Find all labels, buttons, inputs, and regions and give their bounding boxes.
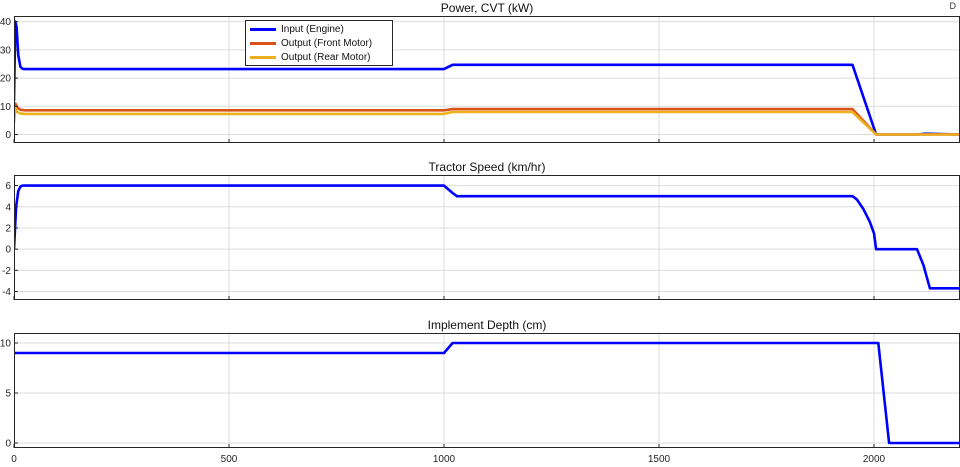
series-line-3 <box>14 341 960 445</box>
y-tick-label-4: -4 <box>2 287 11 298</box>
legend-label-engine: Input (Engine) <box>281 24 344 35</box>
plot-area-1 <box>14 16 960 143</box>
series-output-rear-motor <box>14 106 960 136</box>
y-tick-label-0: 0 <box>5 130 11 141</box>
legend-entry-front-motor: Output (Front Motor) <box>250 37 372 50</box>
chart-title-1: Power, CVT (kW) <box>441 1 533 15</box>
y-tick-label-0: 0 <box>5 439 11 450</box>
legend-swatch-engine <box>250 28 276 31</box>
x-tick-label-500: 500 <box>221 454 238 465</box>
x-tick-label-1500: 1500 <box>648 454 671 465</box>
legend-entry-rear-motor: Output (Rear Motor) <box>250 51 370 64</box>
y-tick-label-10: 10 <box>0 102 11 113</box>
x-tick-label-0: 0 <box>11 454 17 465</box>
legend-label-rear-motor: Output (Rear Motor) <box>281 52 371 63</box>
chart-panel-1: 0 10 20 30 40 Power, CVT (kW) <box>0 1 960 143</box>
chart-title-2: Tractor Speed (km/hr) <box>429 160 546 174</box>
y-tick-label-2: -2 <box>2 266 11 277</box>
x-tick-label-1000: 1000 <box>433 454 456 465</box>
y-tick-label-2: 2 <box>5 223 11 234</box>
corner-mark: D <box>950 1 957 11</box>
plot-area-3 <box>14 333 960 448</box>
x-tick-label-2000: 2000 <box>863 454 886 465</box>
y-tick-label-6: 6 <box>5 181 11 192</box>
y-tick-label-30: 30 <box>0 45 11 56</box>
series-line-2 <box>14 184 960 290</box>
legend-entry-engine: Input (Engine) <box>250 23 344 36</box>
chart-title-3: Implement Depth (cm) <box>428 318 547 332</box>
y-tick-label-10: 10 <box>0 339 11 350</box>
chart-panel-2: -4 -2 0 2 4 6 Tractor Speed (km/hr) <box>2 160 960 300</box>
y-tick-label-20: 20 <box>0 74 11 85</box>
y-tick-label-5: 5 <box>5 389 11 400</box>
y-tick-label-0: 0 <box>5 245 11 256</box>
plot-area-2 <box>14 175 960 300</box>
y-tick-label-40: 40 <box>0 17 11 28</box>
legend-label-front-motor: Output (Front Motor) <box>281 38 373 49</box>
power-legend: Input (Engine) Output (Front Motor) Outp… <box>245 20 393 66</box>
chart-panel-3: 0 5 10 0 500 1000 1500 2000 Implement Depth (cm) <box>0 318 960 465</box>
legend-swatch-front-motor <box>250 42 276 45</box>
legend-swatch-rear-motor <box>250 56 276 59</box>
y-tick-label-4: 4 <box>5 202 11 213</box>
